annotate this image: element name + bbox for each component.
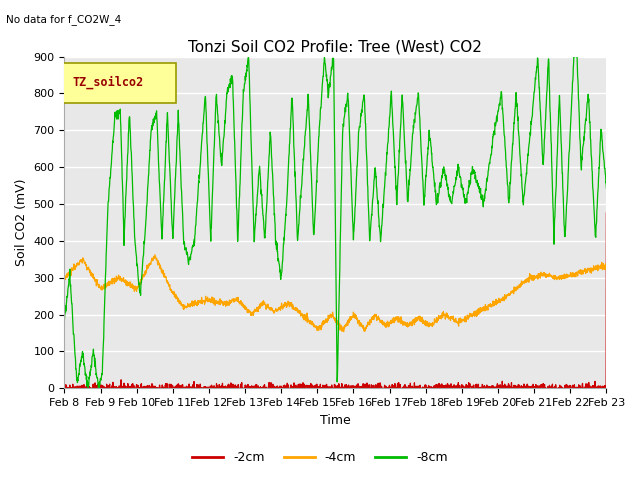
Legend: -2cm, -4cm, -8cm: -2cm, -4cm, -8cm <box>187 446 453 469</box>
Text: No data for f_CO2W_4: No data for f_CO2W_4 <box>6 14 122 25</box>
Y-axis label: Soil CO2 (mV): Soil CO2 (mV) <box>15 179 28 266</box>
Title: Tonzi Soil CO2 Profile: Tree (West) CO2: Tonzi Soil CO2 Profile: Tree (West) CO2 <box>188 39 483 54</box>
X-axis label: Time: Time <box>320 414 351 427</box>
Text: TZ_soilco2: TZ_soilco2 <box>72 76 144 89</box>
FancyBboxPatch shape <box>61 63 175 103</box>
